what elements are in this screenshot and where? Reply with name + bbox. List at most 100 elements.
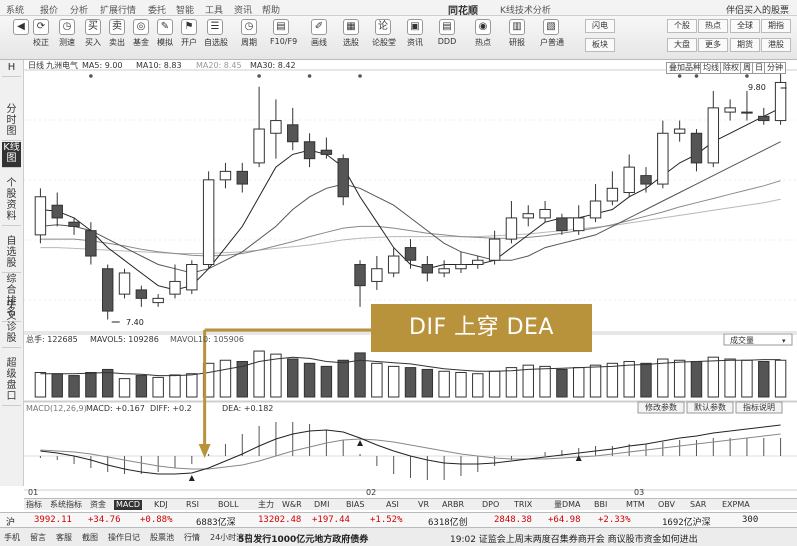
ddd-button[interactable]: ▤ DDD — [436, 19, 458, 46]
indicator-tab-8[interactable]: W&R — [282, 500, 302, 509]
period-button[interactable]: ◷ 周期 — [238, 19, 260, 48]
open-account-button[interactable]: ⚑ 开户 — [178, 19, 200, 48]
status-tab-5[interactable]: 股票池 — [150, 533, 174, 542]
left-tab-5[interactable]: 牛叉诊股 — [2, 300, 21, 348]
toolbar-small-button[interactable]: 闪电 — [585, 19, 615, 33]
period-tab-4[interactable]: 日 — [752, 62, 766, 74]
self-select-button[interactable]: ☰ 自选股 — [204, 19, 228, 48]
indicator-tab-9[interactable]: DMI — [314, 500, 330, 509]
menu-item-help[interactable]: 帮助 — [262, 6, 281, 16]
indicator-tab-20[interactable]: SAR — [690, 500, 707, 509]
indicator-tab-11[interactable]: ASI — [386, 500, 399, 509]
indicator-tab-14[interactable]: DPO — [482, 500, 500, 509]
forum-button[interactable]: ◉ 热点 — [472, 19, 494, 48]
menu-item-smart[interactable]: 智能 — [176, 6, 195, 16]
left-tab-header[interactable]: H — [2, 62, 21, 77]
modify-params-label: 修改参数 — [645, 402, 677, 412]
status-tab-2[interactable]: 客服 — [56, 533, 72, 542]
indicator-tab-15[interactable]: TRIX — [514, 500, 533, 509]
draw-button[interactable]: ✐ 画线 — [308, 19, 330, 48]
indicator-tab-13[interactable]: ARBR — [442, 500, 465, 509]
news-scroller[interactable]: 19:02 证监会上周末两度召集券商开会 商议股市资金如何进出 — [450, 535, 698, 545]
status-tab-6[interactable]: 行情 — [184, 533, 200, 542]
refresh-icon: ⟳ — [33, 19, 49, 35]
rank-button[interactable]: ▥ 研报 — [506, 19, 528, 48]
indicator-tab-18[interactable]: MTM — [626, 500, 645, 509]
news-headline[interactable]: 5日发行1000亿元地方政府债券 — [238, 535, 369, 545]
indicator-tab-5[interactable]: RSI — [186, 500, 199, 509]
toolbar-small-button[interactable]: 全球 — [730, 19, 760, 33]
period-tab-0[interactable]: 叠加品种 — [666, 62, 704, 74]
self-select-icon: ☰ — [207, 19, 223, 35]
indicator-tab-17[interactable]: BBI — [594, 500, 608, 509]
toolbar-small-button[interactable]: 个股 — [667, 19, 697, 33]
f10-button[interactable]: ▤ F10/F9 — [270, 19, 297, 46]
toolbar: ◀ ⟳ 校正 ◷ 测速买买入卖卖出 ◎ 基金 ✎ 模拟 ⚑ 开户 ☰ 自选股 ◷ 周期 ▤ F10/F9 ✐ 画线 ▦… — [0, 16, 797, 60]
menu-item-analysis[interactable]: 分析 — [70, 6, 89, 16]
sell-button[interactable]: 卖卖出 — [106, 19, 128, 48]
left-tab-2[interactable]: 个股资料 — [2, 178, 21, 226]
volume-bar — [135, 375, 148, 398]
menu-item-trade[interactable]: 委托 — [148, 6, 167, 16]
period-tab-5[interactable]: 分钟 — [764, 62, 786, 74]
left-tab-1[interactable]: K线图 — [2, 142, 21, 168]
review-button[interactable]: 论论股堂 — [372, 19, 396, 48]
indicator-tab-1[interactable]: 系统指标 — [50, 500, 82, 509]
fund-button[interactable]: ◎ 基金 — [130, 19, 152, 48]
status-tab-4[interactable]: 操作日记 — [108, 533, 140, 542]
indicator-dropdown[interactable] — [723, 333, 793, 346]
volume-bar — [455, 372, 467, 398]
buy-button[interactable]: 买买入 — [82, 19, 104, 48]
toolbar-small-button[interactable]: 更多 — [698, 38, 728, 52]
indicator-tab-3[interactable]: MACD — [114, 500, 142, 510]
left-tab-4[interactable]: 综合排名 — [2, 274, 21, 322]
menu-item-system[interactable]: 系统 — [6, 6, 25, 16]
indicator-tab-19[interactable]: OBV — [658, 500, 676, 509]
candle — [488, 230, 501, 265]
toolbar-small-button[interactable]: 热点 — [698, 19, 728, 33]
left-tab-6[interactable]: 超级盘口 — [2, 358, 21, 406]
candle — [657, 120, 669, 189]
toolbar-small-button[interactable]: 期货 — [730, 38, 760, 52]
candle-body — [253, 128, 265, 164]
default-params-button[interactable] — [686, 401, 734, 414]
status-tab-7[interactable]: 24小时滚动 — [210, 533, 253, 542]
candle — [387, 247, 400, 278]
left-tab-3[interactable]: 自选股 — [2, 236, 21, 273]
report-button[interactable]: ▧ 户普通 — [540, 19, 564, 48]
menu-item-quote[interactable]: 报价 — [40, 6, 59, 16]
period-tab-2[interactable]: 除权 — [720, 62, 742, 74]
status-tab-0[interactable]: 手机 — [4, 533, 20, 542]
menu-item-extended[interactable]: 扩展行情 — [100, 6, 137, 16]
select-stock-button[interactable]: ▦ 选股 — [340, 19, 362, 48]
indicator-tab-12[interactable]: VR — [418, 500, 430, 509]
left-tab-0[interactable]: 分时图 — [2, 104, 21, 141]
toolbar-small-button[interactable]: 港股 — [761, 38, 791, 52]
back-button[interactable]: ◀ — [3, 19, 39, 35]
period-tab-1[interactable]: 均线 — [700, 62, 722, 74]
indicator-tab-16[interactable]: 量DMA — [554, 500, 581, 509]
status-tab-1[interactable]: 留言 — [30, 533, 46, 542]
indicator-help-button[interactable] — [735, 401, 783, 414]
news-button[interactable]: ▣ 资讯 — [404, 19, 426, 48]
indicator-tab-21[interactable]: EXPMA — [722, 500, 750, 509]
indicator-tab-7[interactable]: 主力 — [258, 500, 274, 509]
toolbar-small-button[interactable]: 大盘 — [667, 38, 697, 52]
toolbar-small-button[interactable]: 板块 — [585, 38, 615, 52]
status-tab-3[interactable]: 截图 — [82, 533, 98, 542]
menu-item-tools[interactable]: 工具 — [205, 6, 224, 16]
indicator-tab-2[interactable]: 资金 — [90, 500, 106, 509]
toolbar-small-button[interactable]: 期指 — [761, 19, 791, 33]
indicator-tab-0[interactable]: 指标 — [26, 500, 42, 509]
indicator-tab-10[interactable]: BIAS — [346, 500, 365, 509]
menu-item-info[interactable]: 资讯 — [234, 6, 253, 16]
candle — [169, 264, 181, 299]
simulate-button[interactable]: ✎ 模拟 — [154, 19, 176, 48]
history-button[interactable]: ◷ 测速 — [56, 19, 78, 48]
candle — [774, 74, 787, 125]
modify-params-button[interactable] — [637, 401, 685, 414]
refresh-button[interactable]: ⟳ 校正 — [30, 19, 52, 48]
indicator-tab-6[interactable]: BOLL — [218, 500, 239, 509]
ma10-line — [40, 141, 781, 274]
indicator-tab-4[interactable]: KDJ — [154, 500, 168, 509]
